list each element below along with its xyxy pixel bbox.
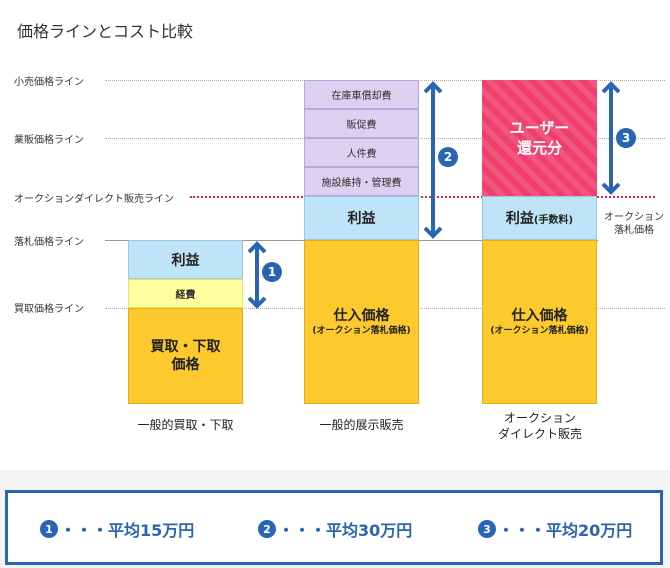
- badge-2: 2: [438, 147, 458, 167]
- summary-badge-2: 2: [258, 520, 276, 538]
- badge-1: 1: [262, 262, 282, 282]
- col3-purchase-sub: (オークション落札価格): [490, 326, 589, 336]
- col3-purchase-block: 仕入価格 (オークション落札価格): [482, 240, 597, 404]
- col2-cost-item: 在庫車償却費: [304, 80, 419, 109]
- summary-badge-1: 1: [40, 520, 58, 538]
- page-title: 価格ラインとコスト比較: [17, 22, 194, 41]
- col2-purchase-block: 仕入価格 (オークション落札価格): [304, 240, 419, 404]
- level-label-winning-bid: 落札価格ライン: [14, 237, 84, 248]
- col1-expense-block: 経費: [128, 279, 243, 308]
- col3-user-line2: 還元分: [516, 139, 562, 157]
- col1-price-line1: 買取・下取: [150, 339, 221, 355]
- col3-fee-label: (手数料): [533, 214, 574, 226]
- auction-direct-line: [190, 196, 655, 198]
- badge-3: 3: [616, 128, 636, 148]
- col1-caption: 一般的買取・下取: [137, 418, 234, 432]
- col2-cost-item: 人件費: [304, 138, 419, 167]
- summary-item-1: 1 ・・・平均15万円: [40, 517, 194, 541]
- col1-price-line2: 価格: [171, 357, 200, 373]
- double-arrow-icon-2: [423, 81, 443, 239]
- col3-caption-line1: オークション: [503, 411, 576, 425]
- double-arrow-icon-3: [601, 81, 621, 195]
- col2-cost-item: 施設維持・管理費: [304, 167, 419, 196]
- col3-caption-line2: ダイレクト販売: [497, 427, 582, 441]
- col2-profit-block: 利益: [304, 196, 419, 240]
- col3-caption: オークション ダイレクト販売: [470, 410, 610, 442]
- col3-note-line1: オークション: [604, 212, 664, 223]
- col2-purchase-sub: (オークション落札価格): [312, 326, 411, 336]
- col3-user-return-block: ユーザー 還元分: [482, 80, 597, 196]
- level-label-auction-direct: オークションダイレクト販売ライン: [14, 194, 174, 205]
- col2-purchase-main: 仕入価格: [333, 308, 390, 324]
- col3-purchase-main: 仕入価格: [511, 308, 568, 324]
- summary-text-2: ・・・平均30万円: [278, 521, 413, 540]
- col3-user-line1: ユーザー: [509, 119, 570, 137]
- level-label-buyback: 買取価格ライン: [14, 304, 84, 315]
- summary-text-3: ・・・平均20万円: [498, 521, 633, 540]
- col3-profit-block: 利益 (手数料): [482, 196, 597, 240]
- summary-badge-3: 3: [478, 520, 496, 538]
- level-label-wholesale: 業販価格ライン: [14, 135, 84, 146]
- col3-profit-label: 利益: [505, 211, 534, 227]
- summary-item-2: 2 ・・・平均30万円: [258, 517, 412, 541]
- col1-profit-block: 利益: [128, 240, 243, 279]
- summary-box: 1 ・・・平均15万円 2 ・・・平均30万円 3 ・・・平均20万円: [5, 490, 663, 565]
- summary-item-3: 3 ・・・平均20万円: [478, 517, 632, 541]
- level-label-retail: 小売価格ライン: [14, 77, 84, 88]
- col3-note-line2: 落札価格: [614, 225, 654, 236]
- double-arrow-icon-1: [247, 241, 267, 309]
- col1-price-block: 買取・下取 価格: [128, 308, 243, 404]
- col2-cost-item: 販促費: [304, 109, 419, 138]
- col2-caption: 一般的展示販売: [319, 418, 404, 432]
- col3-winning-bid-note: オークション 落札価格: [598, 211, 670, 237]
- summary-text-1: ・・・平均15万円: [60, 521, 195, 540]
